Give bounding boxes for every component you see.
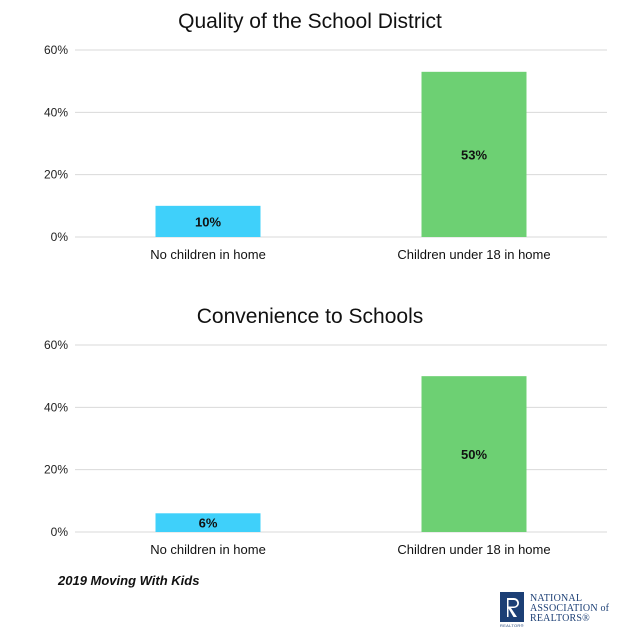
- chart-1-ytick-label: 60%: [44, 43, 68, 57]
- chart-2-category-label: No children in home: [150, 542, 266, 557]
- logo-line-1: NATIONAL: [530, 593, 583, 604]
- chart-2-title: Convenience to Schools: [196, 305, 424, 328]
- chart-2-ytick-label: 20%: [44, 463, 68, 477]
- logo-wordmark: NATIONAL ASSOCIATION of REALTORS®: [530, 594, 609, 624]
- chart-2-category-label: Children under 18 in home: [397, 542, 550, 557]
- chart-1-ytick-label: 40%: [44, 105, 68, 119]
- realtor-logo: NATIONAL ASSOCIATION of REALTORS® REALTO…: [500, 592, 615, 632]
- chart-1-bar: [421, 71, 527, 237]
- chart-2-ytick-label: 60%: [44, 338, 68, 352]
- chart-1-title: Quality of the School District: [178, 10, 442, 33]
- chart-1-data-label: 53%: [461, 147, 487, 162]
- chart-2: 0% 20% 40% 60% 6% No children in home 50% Child…: [44, 338, 607, 557]
- logo-subtext: REALTOR®: [500, 623, 524, 628]
- chart-2-ytick-label: 0%: [51, 525, 69, 539]
- chart-2-data-label: 50%: [461, 447, 487, 462]
- chart-2-bar: [155, 513, 261, 532]
- realtor-r-icon: [500, 592, 524, 622]
- chart-2-data-label: 6%: [199, 516, 218, 531]
- chart-1-data-label: 10%: [195, 214, 221, 229]
- chart-1-bar: [155, 205, 261, 237]
- chart-1: 0% 20% 40% 60% 10% No children in home 53% Chil…: [44, 43, 607, 262]
- source-note: 2019 Moving With Kids: [58, 573, 200, 588]
- chart-1-ytick-label: 0%: [51, 230, 69, 244]
- chart-2-ytick-label: 40%: [44, 400, 68, 414]
- chart-1-category-label: No children in home: [150, 247, 266, 262]
- chart-2-bar: [421, 376, 527, 532]
- logo-line-2: ASSOCIATION of: [530, 603, 610, 614]
- chart-1-category-label: Children under 18 in home: [397, 247, 550, 262]
- chart-1-ytick-label: 20%: [44, 168, 68, 182]
- logo-line-3: REALTORS®: [530, 613, 590, 624]
